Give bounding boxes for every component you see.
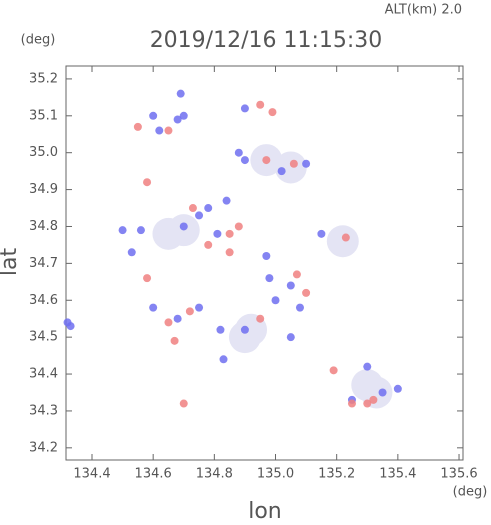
y-unit: (deg) <box>21 33 56 48</box>
y-tick-label: 35.2 <box>29 71 58 86</box>
data-point <box>341 233 350 242</box>
data-point <box>219 355 228 364</box>
y-tick-label: 34.7 <box>29 256 58 271</box>
data-point <box>292 270 301 279</box>
data-point <box>347 399 356 408</box>
data-point <box>326 225 359 258</box>
data-point <box>143 178 152 187</box>
data-point <box>204 240 213 249</box>
data-point <box>216 325 225 334</box>
data-point <box>179 222 188 231</box>
y-tick-label: 34.6 <box>29 293 58 308</box>
data-point <box>225 229 234 238</box>
x-tick-label: 134.8 <box>196 467 233 482</box>
data-point <box>118 226 127 235</box>
x-tick-label: 135.2 <box>318 467 355 482</box>
data-point <box>363 362 372 371</box>
data-point <box>149 111 158 120</box>
data-point <box>256 314 265 323</box>
y-tick-label: 34.4 <box>29 367 58 382</box>
data-point <box>188 204 197 213</box>
y-axis-label: lat <box>0 248 22 277</box>
y-tick-label: 34.9 <box>29 182 58 197</box>
data-point <box>329 366 338 375</box>
data-point <box>173 314 182 323</box>
x-tick-label: 135.4 <box>379 467 416 482</box>
y-tick-label: 34.2 <box>29 440 58 455</box>
data-point <box>173 115 182 124</box>
data-point <box>234 148 243 157</box>
data-point <box>213 229 222 238</box>
data-point <box>240 325 249 334</box>
data-point <box>136 226 145 235</box>
data-point <box>262 251 271 260</box>
x-axis-label: lon <box>248 499 282 521</box>
x-unit: (deg) <box>453 485 488 500</box>
data-point <box>222 196 231 205</box>
data-point <box>149 303 158 312</box>
data-point <box>185 307 194 316</box>
data-point <box>378 388 387 397</box>
data-point <box>302 159 311 168</box>
data-point <box>176 89 185 98</box>
x-tick-label: 134.4 <box>73 467 110 482</box>
data-point <box>204 204 213 213</box>
data-point <box>195 211 204 220</box>
data-point <box>265 274 274 283</box>
data-point <box>179 399 188 408</box>
altitude-annotation: ALT(km) 2.0 <box>385 3 462 18</box>
x-tick-label: 135.6 <box>440 467 477 482</box>
data-point <box>369 395 378 404</box>
data-point <box>164 318 173 327</box>
data-point <box>170 336 179 345</box>
data-point <box>127 248 136 257</box>
data-point <box>295 303 304 312</box>
data-point <box>268 108 277 117</box>
data-point <box>240 156 249 165</box>
data-point <box>240 104 249 113</box>
data-point <box>271 296 280 305</box>
data-point <box>286 333 295 342</box>
data-point <box>289 159 298 168</box>
chart-title: 2019/12/16 11:15:30 <box>150 28 383 53</box>
data-point <box>195 303 204 312</box>
data-point <box>274 151 307 184</box>
y-tick-label: 34.3 <box>29 403 58 418</box>
plot-frame <box>65 65 464 461</box>
data-point <box>363 399 372 408</box>
data-point <box>317 229 326 238</box>
data-point <box>164 126 173 135</box>
y-tick-label: 35.0 <box>29 145 58 160</box>
data-point <box>256 100 265 109</box>
y-tick-label: 34.5 <box>29 330 58 345</box>
data-point <box>302 288 311 297</box>
data-point <box>225 248 234 257</box>
y-tick-label: 34.8 <box>29 219 58 234</box>
data-point <box>277 167 286 176</box>
data-point <box>262 156 271 165</box>
x-tick-label: 135.0 <box>257 467 294 482</box>
data-point <box>63 318 72 327</box>
data-point <box>393 384 402 393</box>
data-point <box>234 222 243 231</box>
data-point <box>133 122 142 131</box>
data-point <box>143 274 152 283</box>
x-tick-label: 134.6 <box>135 467 172 482</box>
data-point <box>155 126 164 135</box>
y-tick-label: 35.1 <box>29 108 58 123</box>
data-point <box>179 111 188 120</box>
data-point <box>286 281 295 290</box>
